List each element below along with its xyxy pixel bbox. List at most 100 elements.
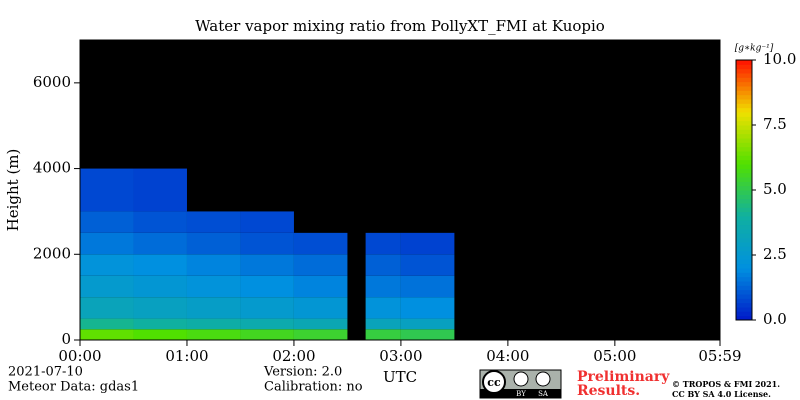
heat-cell [186,232,241,255]
colorbar-step [736,181,752,187]
colorbar-step [736,229,752,234]
colorbar-step [736,125,752,130]
x-tick-label: 00:00 [58,347,101,365]
heat-cell [365,232,401,255]
heat-cell [80,232,134,255]
colorbar-step [736,307,752,312]
heat-cell [133,297,187,319]
colorbar-step [736,103,752,109]
heat-cell [293,318,348,330]
heat-cell [240,211,294,233]
x-axis-label: UTC [383,368,417,386]
heat-cell [186,329,241,340]
colorbar-step [736,220,752,226]
colorbar-step [736,73,752,78]
version: Version: 2.0 [263,365,342,380]
heat-cell [293,254,348,276]
heat-cell [293,275,348,298]
heat-cell [400,329,455,340]
colorbar-step [736,246,752,252]
x-tick-label: 04:00 [486,347,529,365]
heat-cell [365,329,401,340]
preliminary: Results. [577,383,640,399]
heat-cell [133,168,187,212]
heat-cell [365,297,401,319]
colorbar-step [736,255,752,260]
colorbar-step [736,315,752,321]
heat-cell [293,329,348,340]
logo-circle [482,370,506,394]
colorbar-step [736,198,752,204]
colorbar-step [736,259,752,265]
heat-cell [240,297,294,319]
colorbar-step [736,155,752,161]
colorbar-step [736,112,752,117]
colorbar-step [736,294,752,299]
colorbar-step [736,311,752,317]
colorbar-step [736,207,752,213]
colorbar-tick-label: 2.5 [763,245,787,263]
x-tick-label: 03:00 [379,347,422,365]
heat-cell [240,275,294,298]
heat-cell [186,254,241,276]
colorbar-step [736,60,752,65]
colorbar-step [736,281,752,286]
x-tick-label: 01:00 [165,347,208,365]
colorbar-step [736,168,752,174]
colorbar-step [736,81,752,87]
colorbar-step [736,237,752,243]
colorbar-step [736,242,752,247]
heat-cell [240,318,294,330]
colorbar-step [736,233,752,239]
colorbar-step [736,276,752,282]
logo-sa [535,371,551,387]
heat-cell [365,275,401,298]
colorbar-label: [g∗kg⁻¹] [735,44,774,54]
heat-cell [186,211,241,233]
colorbar-step [736,285,752,291]
heat-cell [80,211,134,233]
logo-text: BY [516,390,526,398]
colorbar-step [736,64,752,70]
colorbar-step [736,99,752,104]
colorbar-tick-label: 10.0 [763,50,796,68]
logo-by [513,371,529,387]
colorbar-step [736,107,752,113]
heat-cell [365,318,401,330]
heat-cell [133,275,187,298]
colorbar-step [736,211,752,217]
copyright: CC BY SA 4.0 License. [672,389,771,399]
heat-cell [293,297,348,319]
colorbar-step [736,289,752,295]
heat-cell [133,318,187,330]
colorbar-step [736,77,752,83]
heat-cell [400,275,455,298]
colorbar-step [736,120,752,126]
y-tick-label: 0 [61,330,71,348]
heat-cell [133,329,187,340]
colorbar-step [736,272,752,278]
heat-cell [240,254,294,276]
logo-text: cc [487,376,501,389]
heat-cell [80,254,134,276]
preliminary: Preliminary [577,369,670,385]
colorbar-step [736,86,752,91]
heat-cell [240,329,294,340]
y-tick-label: 4000 [33,159,71,177]
heat-cell [293,232,348,255]
colorbar-step [736,68,752,74]
heat-cell [400,254,455,276]
calibration: Calibration: no [264,380,363,395]
colorbar-step [736,90,752,96]
copyright: © TROPOS & FMI 2021. [672,379,780,389]
cc-logo: cc BY SA [479,369,562,399]
colorbar-step [736,224,752,230]
colorbar-step [736,298,752,304]
colorbar-step [736,203,752,208]
heat-cell [365,254,401,276]
colorbar-tick-label: 5.0 [763,180,787,198]
date: 2021-07-10 [8,365,83,380]
colorbar-step [736,216,752,221]
colorbar-step [736,116,752,122]
colorbar-step [736,250,752,256]
